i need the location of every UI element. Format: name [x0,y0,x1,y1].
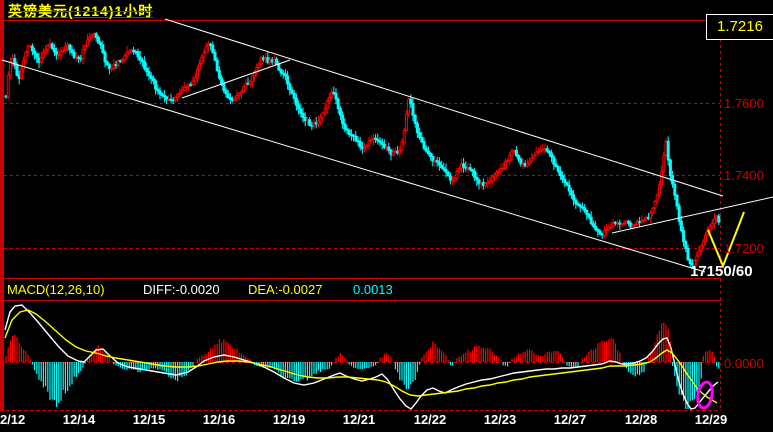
date-tick-label: 12/22 [413,412,447,427]
trendline-lower-channel [1,59,706,273]
date-tick-label: 12/29 [694,412,728,427]
last-price-box: 1.7216 [706,14,773,40]
macd-dea-line [4,309,718,404]
hand-drawn-circle-annotation[interactable] [696,380,714,410]
macd-hist-value: 0.0013 [353,282,393,297]
low-price-annotation: 17150/60 [690,263,753,280]
macd-histogram [5,322,720,409]
date-tick-label: 12/23 [483,412,517,427]
candlestick-series [4,31,721,271]
date-tick-label: 12/19 [272,412,306,427]
chart-borders [0,0,773,411]
trendline-annotations[interactable] [1,18,773,273]
trendline-right-pennant [611,196,773,234]
date-axis: 12/12 12/14 12/15 12/16 12/19 12/21 12/22 12/23… [0,412,773,432]
date-tick-label: 12/16 [202,412,236,427]
date-tick-label: 12/14 [62,412,96,427]
date-tick-label: 12/28 [624,412,658,427]
price-axis-label: 1.7600 [724,96,764,111]
date-tick-label: 12/15 [132,412,166,427]
macd-diff-line [4,304,719,410]
date-tick-label: 12/12 [0,412,26,427]
instrument-title[interactable]: 英镑美元(1214)1小时 [8,3,154,19]
trendline-upper-channel [164,18,724,197]
price-gridlines [4,103,720,363]
macd-params-label[interactable]: MACD(12,26,10) [7,282,105,297]
trendline-left-wedge [181,59,291,99]
price-axis-label: 1.7400 [724,168,764,183]
price-projection-line[interactable] [707,211,745,269]
price-axis-label: 1.7200 [724,241,764,256]
macd-header: MACD(12,26,10) DIFF:-0.0020 DEA:-0.0027 … [0,281,773,299]
macd-dea-value: DEA:-0.0027 [248,282,323,297]
date-tick-label: 12/27 [553,412,587,427]
date-tick-label: 12/21 [342,412,376,427]
macd-zero-label: 0.0000 [724,356,764,371]
macd-diff-value: DIFF:-0.0020 [143,282,220,297]
